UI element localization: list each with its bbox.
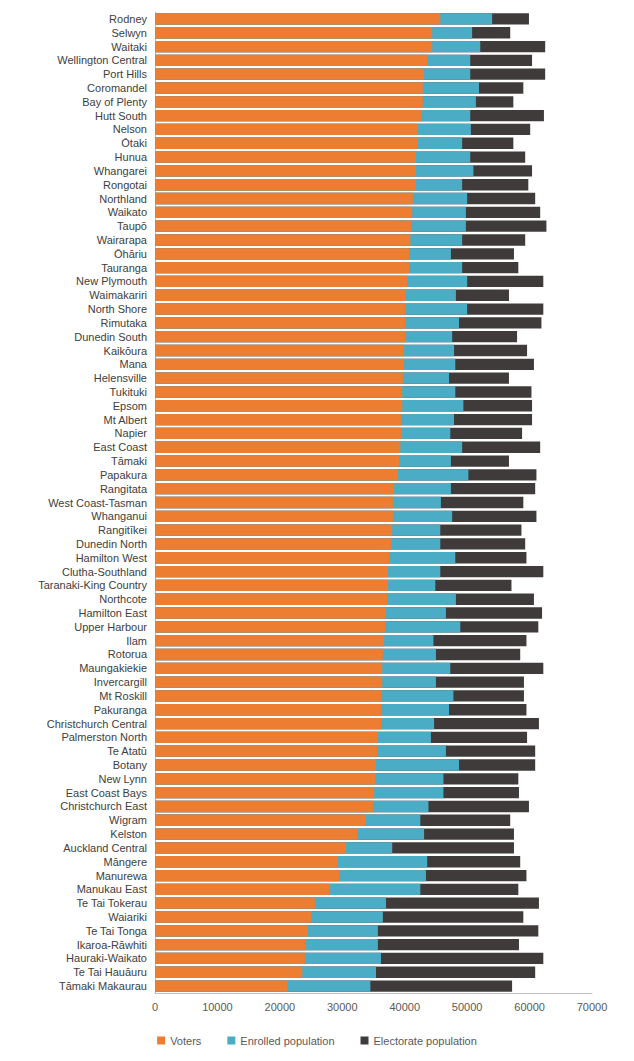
svg-text:Ikaroa-Rāwhiti: Ikaroa-Rāwhiti xyxy=(77,939,147,951)
svg-text:60000: 60000 xyxy=(514,1001,545,1013)
svg-text:East Coast Bays: East Coast Bays xyxy=(66,787,148,799)
svg-text:Nelson: Nelson xyxy=(113,123,147,135)
svg-text:Ōhāriu: Ōhāriu xyxy=(114,248,147,260)
svg-text:10000: 10000 xyxy=(202,1001,233,1013)
svg-text:East Coast: East Coast xyxy=(93,441,147,453)
svg-text:Tukituki: Tukituki xyxy=(110,386,148,398)
svg-text:Auckland Central: Auckland Central xyxy=(63,842,147,854)
svg-text:Hamilton East: Hamilton East xyxy=(79,607,147,619)
svg-text:Mt Roskill: Mt Roskill xyxy=(99,690,147,702)
svg-text:Wellington Central: Wellington Central xyxy=(57,54,147,66)
svg-text:Electorate population: Electorate population xyxy=(374,1035,477,1047)
svg-text:50000: 50000 xyxy=(452,1001,483,1013)
svg-text:West Coast-Tasman: West Coast-Tasman xyxy=(48,497,147,509)
svg-text:Dunedin North: Dunedin North xyxy=(76,538,147,550)
svg-text:Hunua: Hunua xyxy=(115,151,148,163)
svg-text:Selwyn: Selwyn xyxy=(112,27,147,39)
svg-text:Napier: Napier xyxy=(115,427,148,439)
svg-text:Northcote: Northcote xyxy=(99,593,147,605)
svg-text:Pakuranga: Pakuranga xyxy=(94,704,148,716)
svg-text:Clutha-Southland: Clutha-Southland xyxy=(62,566,147,578)
svg-text:Taranaki-King Country: Taranaki-King Country xyxy=(38,579,147,591)
svg-text:Ōtaki: Ōtaki xyxy=(121,137,147,149)
svg-text:Te Tai Tokerau: Te Tai Tokerau xyxy=(76,897,147,909)
svg-text:Mana: Mana xyxy=(119,358,147,370)
svg-text:Waikato: Waikato xyxy=(108,206,147,218)
svg-text:70000: 70000 xyxy=(577,1001,608,1013)
svg-text:Coromandel: Coromandel xyxy=(87,82,147,94)
svg-text:Christchurch East: Christchurch East xyxy=(60,800,147,812)
svg-text:Tāmaki Makaurau: Tāmaki Makaurau xyxy=(59,980,147,992)
svg-text:Hutt South: Hutt South xyxy=(95,110,147,122)
svg-text:Rimutaka: Rimutaka xyxy=(101,317,148,329)
svg-text:New Lynn: New Lynn xyxy=(98,773,147,785)
svg-text:Wairarapa: Wairarapa xyxy=(97,234,148,246)
svg-text:Wigram: Wigram xyxy=(109,814,147,826)
svg-text:Waimakariri: Waimakariri xyxy=(89,289,147,301)
svg-text:Port Hills: Port Hills xyxy=(103,68,148,80)
svg-text:Invercargill: Invercargill xyxy=(94,676,147,688)
svg-text:Rodney: Rodney xyxy=(109,13,147,25)
svg-text:Whanganui: Whanganui xyxy=(91,510,147,522)
svg-text:Voters: Voters xyxy=(170,1035,202,1047)
svg-text:Mt Albert: Mt Albert xyxy=(104,414,147,426)
svg-text:Epsom: Epsom xyxy=(113,400,147,412)
svg-text:Te Tai Hauāuru: Te Tai Hauāuru xyxy=(73,966,147,978)
svg-text:Papakura: Papakura xyxy=(100,469,148,481)
svg-text:Taupō: Taupō xyxy=(117,220,147,232)
svg-text:Rongotai: Rongotai xyxy=(103,179,147,191)
svg-text:Upper Harbour: Upper Harbour xyxy=(74,621,147,633)
svg-text:Dunedin South: Dunedin South xyxy=(74,331,147,343)
svg-text:Waiariki: Waiariki xyxy=(108,911,147,923)
svg-text:40000: 40000 xyxy=(389,1001,420,1013)
svg-text:Te Tai Tonga: Te Tai Tonga xyxy=(86,925,148,937)
svg-text:Māngere: Māngere xyxy=(104,856,147,868)
svg-text:New Plymouth: New Plymouth xyxy=(76,275,147,287)
svg-text:Kaikōura: Kaikōura xyxy=(104,345,148,357)
svg-text:Rangitīkei: Rangitīkei xyxy=(98,524,147,536)
svg-text:Kelston: Kelston xyxy=(110,828,147,840)
svg-text:0: 0 xyxy=(152,1001,158,1013)
svg-text:20000: 20000 xyxy=(265,1001,296,1013)
svg-text:Helensville: Helensville xyxy=(94,372,147,384)
svg-text:Waitaki: Waitaki xyxy=(111,41,147,53)
svg-text:Palmerston North: Palmerston North xyxy=(61,731,147,743)
svg-text:Ilam: Ilam xyxy=(126,635,147,647)
svg-text:Te Atatū: Te Atatū xyxy=(107,745,147,757)
svg-text:Hamilton West: Hamilton West xyxy=(76,552,147,564)
svg-text:Rotorua: Rotorua xyxy=(108,648,148,660)
svg-text:Maungakiekie: Maungakiekie xyxy=(79,662,147,674)
svg-text:North Shore: North Shore xyxy=(88,303,147,315)
svg-text:Hauraki-Waikato: Hauraki-Waikato xyxy=(66,952,147,964)
svg-text:Manukau East: Manukau East xyxy=(77,883,147,895)
svg-text:Botany: Botany xyxy=(113,759,148,771)
svg-text:Tāmaki: Tāmaki xyxy=(111,455,147,467)
svg-text:Northland: Northland xyxy=(99,193,147,205)
svg-text:Enrolled population: Enrolled population xyxy=(240,1035,334,1047)
svg-text:Rangitata: Rangitata xyxy=(100,483,148,495)
svg-text:Bay of Plenty: Bay of Plenty xyxy=(82,96,147,108)
svg-text:30000: 30000 xyxy=(327,1001,358,1013)
svg-text:Christchurch Central: Christchurch Central xyxy=(47,718,147,730)
svg-text:Manurewa: Manurewa xyxy=(96,870,148,882)
svg-text:Whangarei: Whangarei xyxy=(94,165,147,177)
svg-text:Tauranga: Tauranga xyxy=(101,262,148,274)
